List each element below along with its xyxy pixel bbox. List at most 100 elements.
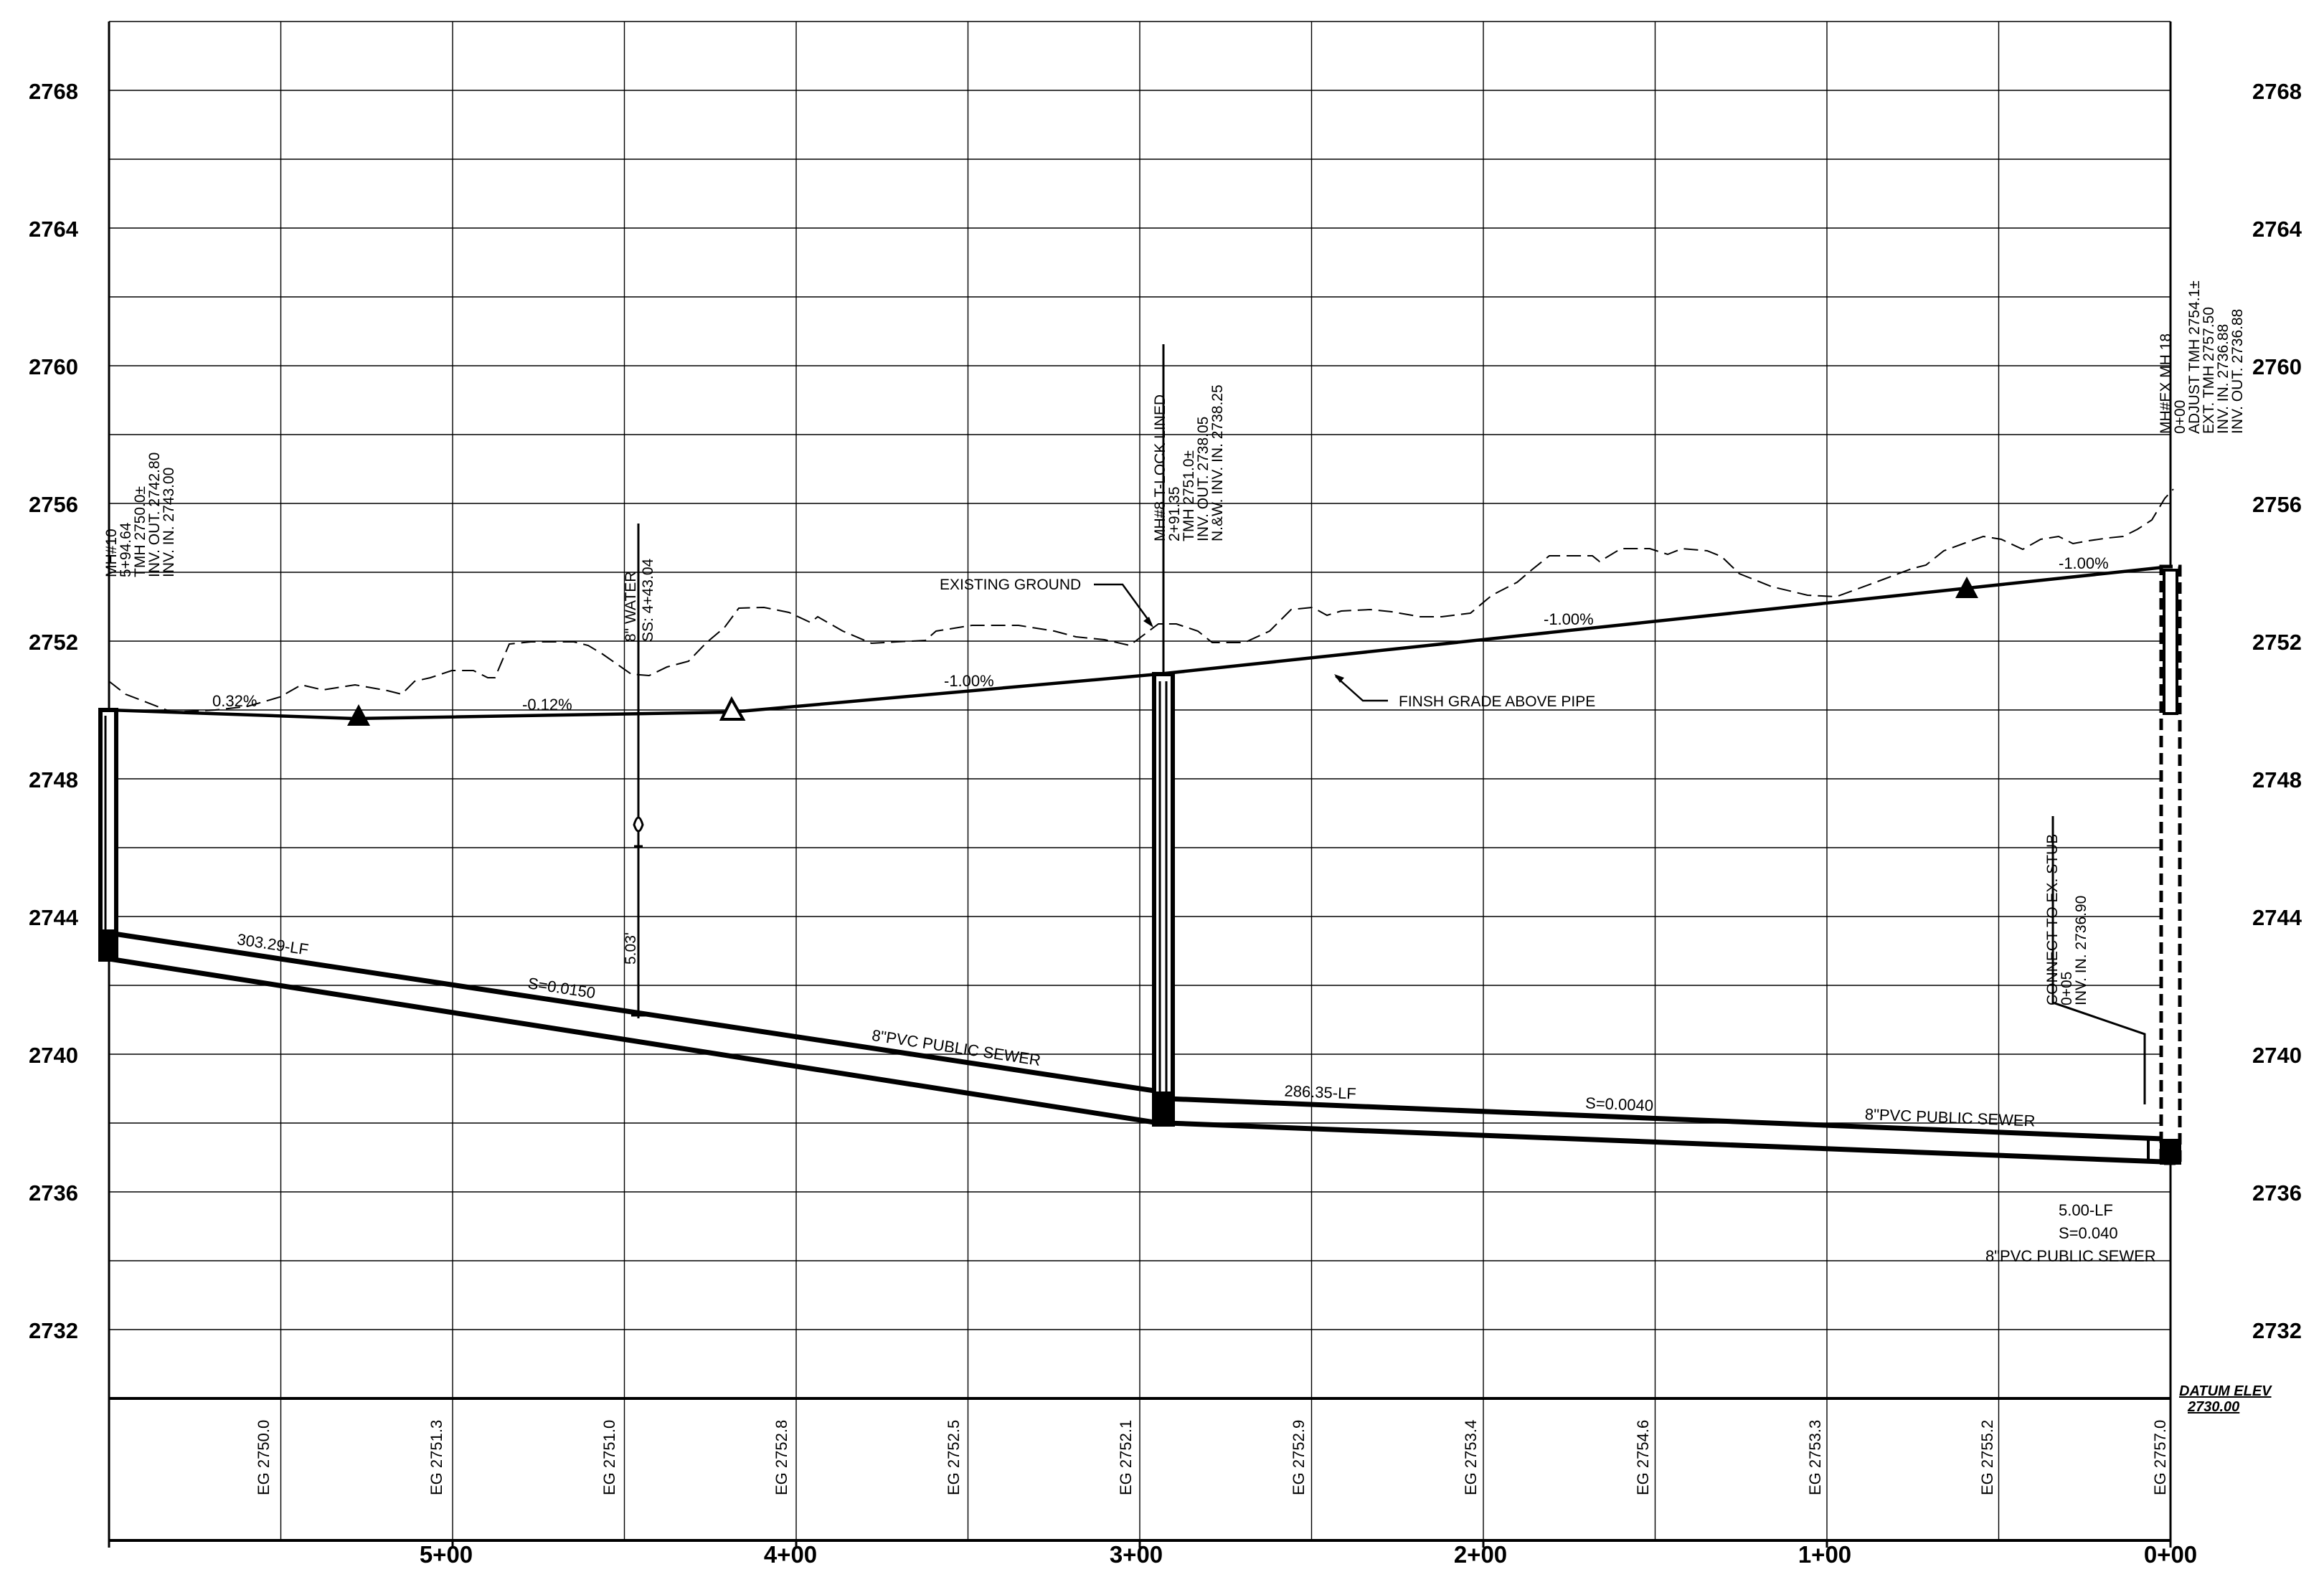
eg-label: EG 2751.3 [428,1420,445,1495]
station-label: 1+00 [1798,1541,1851,1568]
mh10-line: TMH 2750.0± [132,486,148,577]
pipe-segment-2-bottom [1167,1120,2163,1165]
pipe-segment-3-labels: 5.00-LF S=0.040 8"PVC PUBLIC SEWER [1985,1201,2156,1265]
eg-label: EG 2753.3 [1806,1420,1824,1495]
water-crossing-label: 8" WATER SS: 4+43.04 [623,559,656,642]
elevation-label: 2764 [29,217,79,242]
elevation-label: 2744 [29,905,79,930]
elevation-label: 2756 [2252,492,2302,517]
elevation-label: 2764 [2252,217,2302,242]
mh8-line: TMH 2751.0± [1181,450,1197,541]
elevation-label: 2744 [2252,905,2302,930]
pipe-slope-label: S=0.040 [2059,1224,2118,1242]
eg-label: EG 2752.5 [945,1420,963,1495]
elevation-label: 2748 [2252,767,2302,792]
eg-label: EG 2754.6 [1634,1420,1652,1495]
stub-line: 0+05 [2059,972,2075,1005]
mh10-label: MH#10 5+94.64 TMH 2750.0± INV. OUT. 2742… [103,453,177,577]
grade-break-marker [719,696,746,721]
finish-grade-callout: FINSH GRADE ABOVE PIPE [1334,674,1595,710]
pipe-slope-label: S=0.0040 [1585,1094,1654,1114]
datum-label: DATUM ELEV 2730.00 [2179,1383,2272,1415]
elevation-label: 2748 [29,767,78,792]
mh10-line: 5+94.64 [118,522,134,577]
grade-label: -0.12% [522,696,572,714]
existing-grade-labels: EG 2750.0 EG 2751.3 EG 2751.0 EG 2752.8 … [255,1420,2169,1495]
mh18-line: INV. IN. 2736.88 [2215,324,2231,434]
eg-label: EG 2753.4 [1462,1420,1480,1495]
elevation-label: 2768 [29,79,78,104]
grade-label: 0.32% [212,692,257,710]
mh8-line: MH#8 T-LOCK LINED [1152,394,1168,541]
mh18-label: MH#EX MH 18 0+00 ADJUST TMH 2754.1± EXT.… [2158,280,2246,434]
water-line: 8" WATER [623,572,639,642]
station-label: 4+00 [764,1541,817,1568]
existing-ground-callout: EXISTING GROUND [940,577,1153,628]
elevation-label: 2732 [2252,1318,2302,1343]
eg-label: EG 2752.9 [1290,1420,1308,1495]
stub-line: CONNECT TO EX. STUB [2044,834,2061,1005]
mh8-line: INV. OUT. 2738.05 [1195,417,1211,541]
eg-label: EG 2755.2 [1978,1420,1996,1495]
elevation-label: 2756 [29,492,78,517]
elevation-label: 2740 [2252,1043,2302,1068]
sewer-pipe [108,930,2163,1165]
mh18-line: INV. OUT. 2736.88 [2229,309,2246,434]
elevation-label: 2752 [2252,630,2302,655]
datum-title: DATUM ELEV [2179,1383,2272,1399]
stub-label: CONNECT TO EX. STUB 0+05 INV. IN. 2736.9… [2044,834,2089,1005]
mh10-line: INV. OUT. 2742.80 [146,453,163,577]
mh10-line: MH#10 [103,529,120,577]
grade-break-marker [1955,577,1978,598]
pipe-material-label: 8"PVC PUBLIC SEWER [1985,1247,2156,1265]
mh18-line: ADJUST TMH 2754.1± [2186,280,2203,434]
eg-label: EG 2757.0 [2151,1420,2169,1495]
clearance-label: 5.03' [623,932,639,965]
datum-value: 2730.00 [2187,1399,2239,1415]
finish-grade-label: FINSH GRADE ABOVE PIPE [1399,693,1595,710]
elevation-label: 2736 [29,1180,78,1206]
mh8-label: MH#8 T-LOCK LINED 2+91.35 TMH 2751.0± IN… [1152,384,1226,541]
elevation-label: 2732 [29,1318,78,1343]
eg-label: EG 2751.0 [600,1420,618,1495]
elevation-label: 2760 [29,354,78,379]
station-label: 5+00 [420,1541,473,1568]
existing-ground-label: EXISTING GROUND [940,577,1081,593]
station-label: 2+00 [1454,1541,1507,1568]
elevation-label: 2740 [29,1043,78,1068]
manhole-mh18 [2159,237,2182,1165]
stub-line: INV. IN. 2736.90 [2073,896,2089,1005]
mh18-line: 0+00 [2172,400,2188,434]
pipe-segment-1-top [108,930,1160,1094]
grade-break-marker [347,704,370,726]
eg-label: EG 2752.8 [773,1420,790,1495]
elevation-label: 2752 [29,630,78,655]
manhole-mh8 [1152,344,1175,1127]
mh10-line: INV. IN. 2743.00 [161,468,177,577]
mh18-line: MH#EX MH 18 [2158,333,2174,434]
elevation-label: 2736 [2252,1180,2302,1206]
profile-grid [108,21,2172,1548]
mh8-line: 2+91.35 [1166,487,1183,542]
existing-ground-line [108,488,2174,714]
grade-label: -1.00% [1544,610,1594,628]
elevation-label: 2760 [2252,354,2302,379]
pipe-segment-1-bottom [108,956,1160,1126]
pipe-length-label: 286.35-LF [1284,1082,1356,1103]
grade-label: -1.00% [944,672,994,690]
stub-connection [2051,816,2146,1104]
pipe-length-label: 5.00-LF [2059,1201,2113,1219]
eg-label: EG 2752.1 [1117,1420,1135,1495]
elevation-label: 2768 [2252,79,2302,104]
station-label: 3+00 [1110,1541,1163,1568]
water-crossing [631,524,646,1018]
water-line: SS: 4+43.04 [640,559,656,642]
elevation-axis-right: 2768 2764 2760 2756 2752 2748 2744 2740 … [2252,79,2302,1343]
grade-label: -1.00% [2059,554,2109,572]
station-axis: 5+00 4+00 3+00 2+00 1+00 0+00 [420,1541,2197,1568]
mh8-line: N.&W. INV. IN. 2738.25 [1209,384,1226,541]
manhole-mh10 [98,377,118,962]
mh18-line: EXT. TMH 2757.50 [2201,307,2217,434]
elevation-axis-left: 2768 2764 2760 2756 2752 2748 2744 2740 … [29,79,79,1343]
